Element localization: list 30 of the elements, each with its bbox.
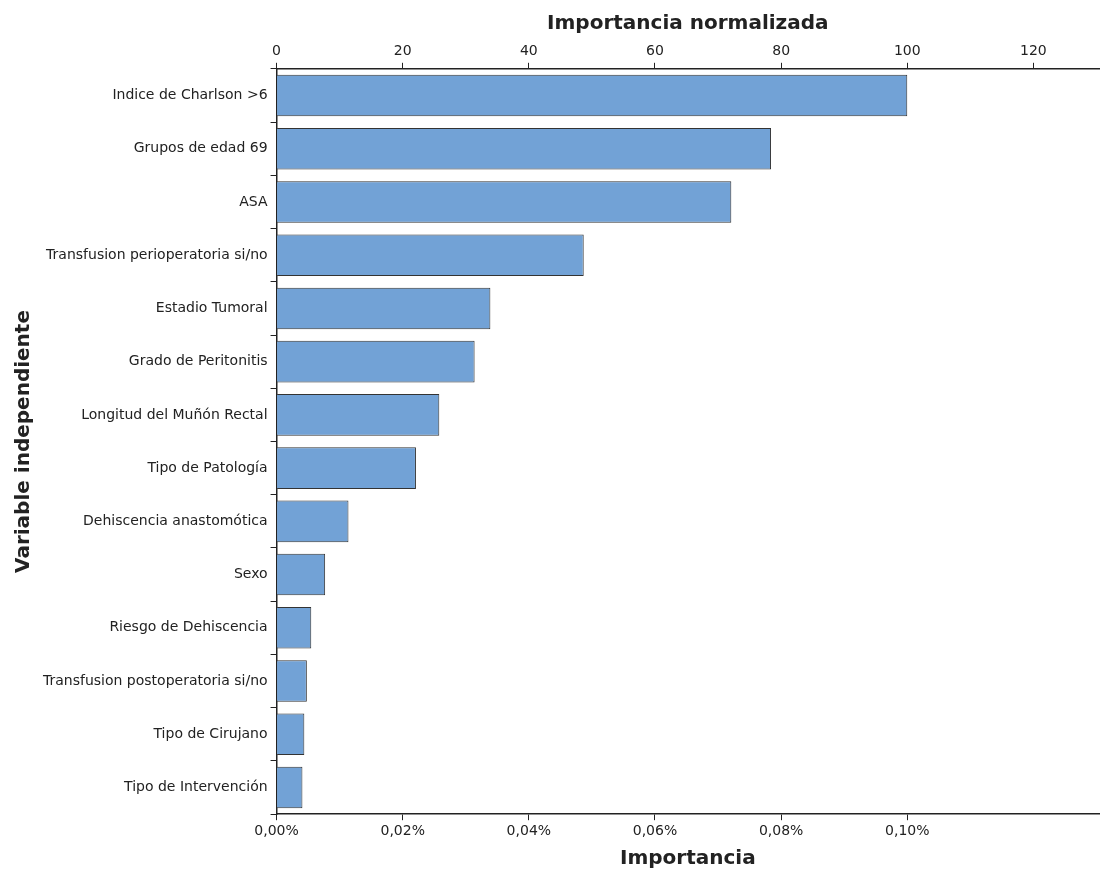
y-tick-label: Indice de Charlson >6 [112, 86, 268, 103]
y-tick-label: Riesgo de Dehiscencia [109, 618, 268, 635]
x2-tick-label: 40 [519, 42, 538, 59]
y-tick-label: Grupos de edad 69 [133, 139, 268, 156]
x2-tick-label: 0 [272, 42, 282, 59]
x-tick-label: 0,00% [254, 822, 299, 839]
y-tick-label: Tipo de Cirujano [152, 724, 268, 741]
x2-tick-label: 80 [772, 42, 791, 59]
y-tick-label: Tipo de Patología [146, 458, 268, 475]
x2-tick-label: 60 [646, 42, 664, 59]
x-tick-label: 0,02% [380, 822, 425, 839]
y-tick-label: Grado de Peritonitis [128, 352, 268, 369]
y-axis-title: Variable independiente [10, 310, 35, 573]
x2-tick-label: 120 [1020, 42, 1047, 59]
x-tick-label: 0,08% [758, 822, 804, 839]
x-tick-label: 0,06% [632, 822, 678, 839]
x2-tick-label: 100 [893, 42, 921, 59]
x2-tick-label: 20 [393, 42, 412, 59]
x-tick-label: 0,10% [885, 822, 930, 839]
y-tick-label: Dehiscencia anastomótica [83, 512, 268, 528]
y-tick-label: Tipo de Intervención [123, 778, 268, 795]
x2-axis-title: Importancia normalizada [547, 10, 829, 35]
x-tick-label: 0,04% [506, 822, 552, 839]
y-tick-label: ASA [239, 192, 268, 209]
y-tick-label: Sexo [233, 565, 268, 582]
y-tick-label: Transfusion postoperatoria si/no [42, 671, 268, 688]
y-tick-label: Transfusion perioperatoria si/no [45, 245, 268, 262]
y-tick-label: Estadio Tumoral [155, 299, 268, 316]
x-axis-title: Importancia [619, 845, 756, 870]
y-tick-label: Longitud del Muñón Rectal [81, 405, 268, 422]
